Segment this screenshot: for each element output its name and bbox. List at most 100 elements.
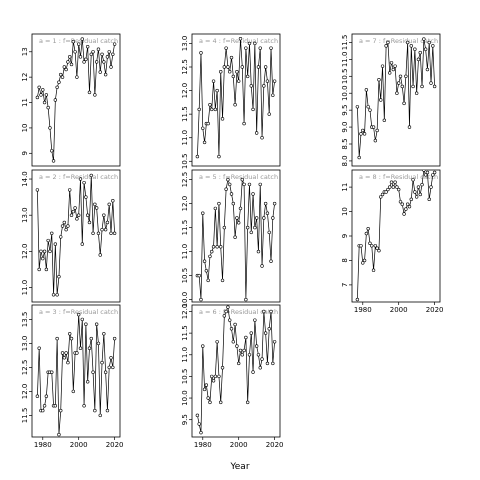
y-tick-label: 11.5 — [341, 35, 349, 51]
data-point — [240, 177, 244, 182]
data-point — [260, 136, 264, 140]
y-tick-label: 11.5 — [181, 106, 189, 122]
data-point — [42, 249, 47, 254]
data-point — [269, 259, 273, 263]
data-point — [247, 353, 252, 357]
data-point — [204, 269, 209, 273]
data-point — [94, 206, 99, 210]
data-point — [84, 195, 88, 199]
data-point — [226, 65, 230, 69]
y-tick-label: 8.0 — [341, 155, 349, 166]
data-point — [224, 187, 228, 191]
data-point — [368, 108, 372, 112]
data-point — [366, 105, 370, 109]
data-point — [197, 107, 201, 112]
data-point — [75, 351, 79, 355]
data-point — [254, 216, 259, 220]
data-point — [103, 227, 108, 232]
data-point — [391, 67, 396, 72]
data-point — [78, 55, 83, 59]
data-point — [71, 389, 76, 394]
y-tick-label: 9.0 — [341, 122, 349, 133]
data-point — [263, 331, 268, 335]
data-point — [382, 118, 387, 123]
data-point — [51, 293, 56, 297]
data-point — [68, 188, 72, 192]
data-point — [411, 178, 415, 182]
data-point — [431, 173, 435, 177]
data-point — [69, 336, 74, 341]
data-point — [249, 84, 253, 88]
data-point — [210, 374, 214, 379]
data-point — [208, 254, 212, 259]
data-point — [64, 351, 68, 355]
data-point — [265, 361, 270, 366]
data-point — [220, 278, 225, 283]
y-tick-label: 10.0 — [181, 292, 189, 308]
data-point — [362, 258, 367, 263]
y-tick-label: 11.5 — [181, 220, 189, 236]
data-point — [202, 140, 207, 145]
panel-title: a = 1 : f=Residual catch — [39, 37, 118, 45]
data-point — [226, 305, 230, 309]
data-point — [267, 230, 271, 235]
data-point — [50, 149, 54, 153]
data-point — [202, 259, 207, 263]
data-point — [44, 267, 49, 272]
data-point — [100, 360, 104, 365]
data-point — [265, 79, 270, 83]
data-point — [201, 344, 205, 348]
data-point — [380, 64, 385, 68]
series-line — [357, 39, 435, 158]
data-point — [102, 332, 106, 336]
panel-title: a = 6 : f=Residual catch — [199, 308, 278, 316]
y-tick-label: 11.0 — [181, 130, 189, 146]
data-point — [219, 400, 223, 405]
data-point — [355, 297, 360, 302]
data-point — [395, 91, 399, 95]
data-point — [400, 202, 404, 206]
data-point — [96, 47, 101, 51]
data-point — [355, 105, 360, 109]
data-point — [206, 121, 210, 126]
data-point — [93, 408, 97, 413]
y-tick-label: 10.0 — [181, 390, 189, 406]
data-point — [82, 60, 86, 64]
data-point — [62, 220, 67, 225]
data-point — [71, 209, 76, 214]
data-point — [242, 182, 246, 187]
data-point — [215, 245, 219, 249]
data-point — [93, 93, 97, 97]
data-point — [386, 187, 390, 192]
data-point — [215, 88, 219, 93]
data-point — [211, 379, 216, 383]
data-point — [48, 126, 52, 130]
data-point — [66, 60, 70, 64]
x-tick-label: 2000 — [70, 441, 88, 449]
data-point — [423, 47, 428, 51]
y-tick-label: 12.5 — [21, 360, 29, 376]
data-point — [85, 213, 90, 217]
data-point — [429, 185, 433, 189]
data-point — [229, 192, 234, 196]
data-point — [98, 413, 102, 418]
data-point — [66, 360, 70, 365]
data-point — [228, 182, 232, 187]
data-point — [206, 396, 210, 400]
data-point — [260, 264, 264, 268]
data-point — [105, 220, 110, 225]
data-point — [229, 55, 234, 60]
data-point — [407, 204, 412, 209]
data-point — [222, 65, 227, 69]
data-point — [55, 85, 59, 90]
panel-title: a = 4 : f=Residual catch — [199, 37, 278, 45]
data-point — [204, 383, 209, 387]
data-point — [75, 75, 79, 79]
data-point — [107, 365, 111, 370]
data-point — [414, 195, 419, 199]
data-point — [217, 154, 221, 159]
data-point — [109, 356, 113, 360]
data-point — [51, 159, 56, 163]
data-point — [364, 88, 369, 92]
x-tick-label: 2020 — [106, 441, 124, 449]
